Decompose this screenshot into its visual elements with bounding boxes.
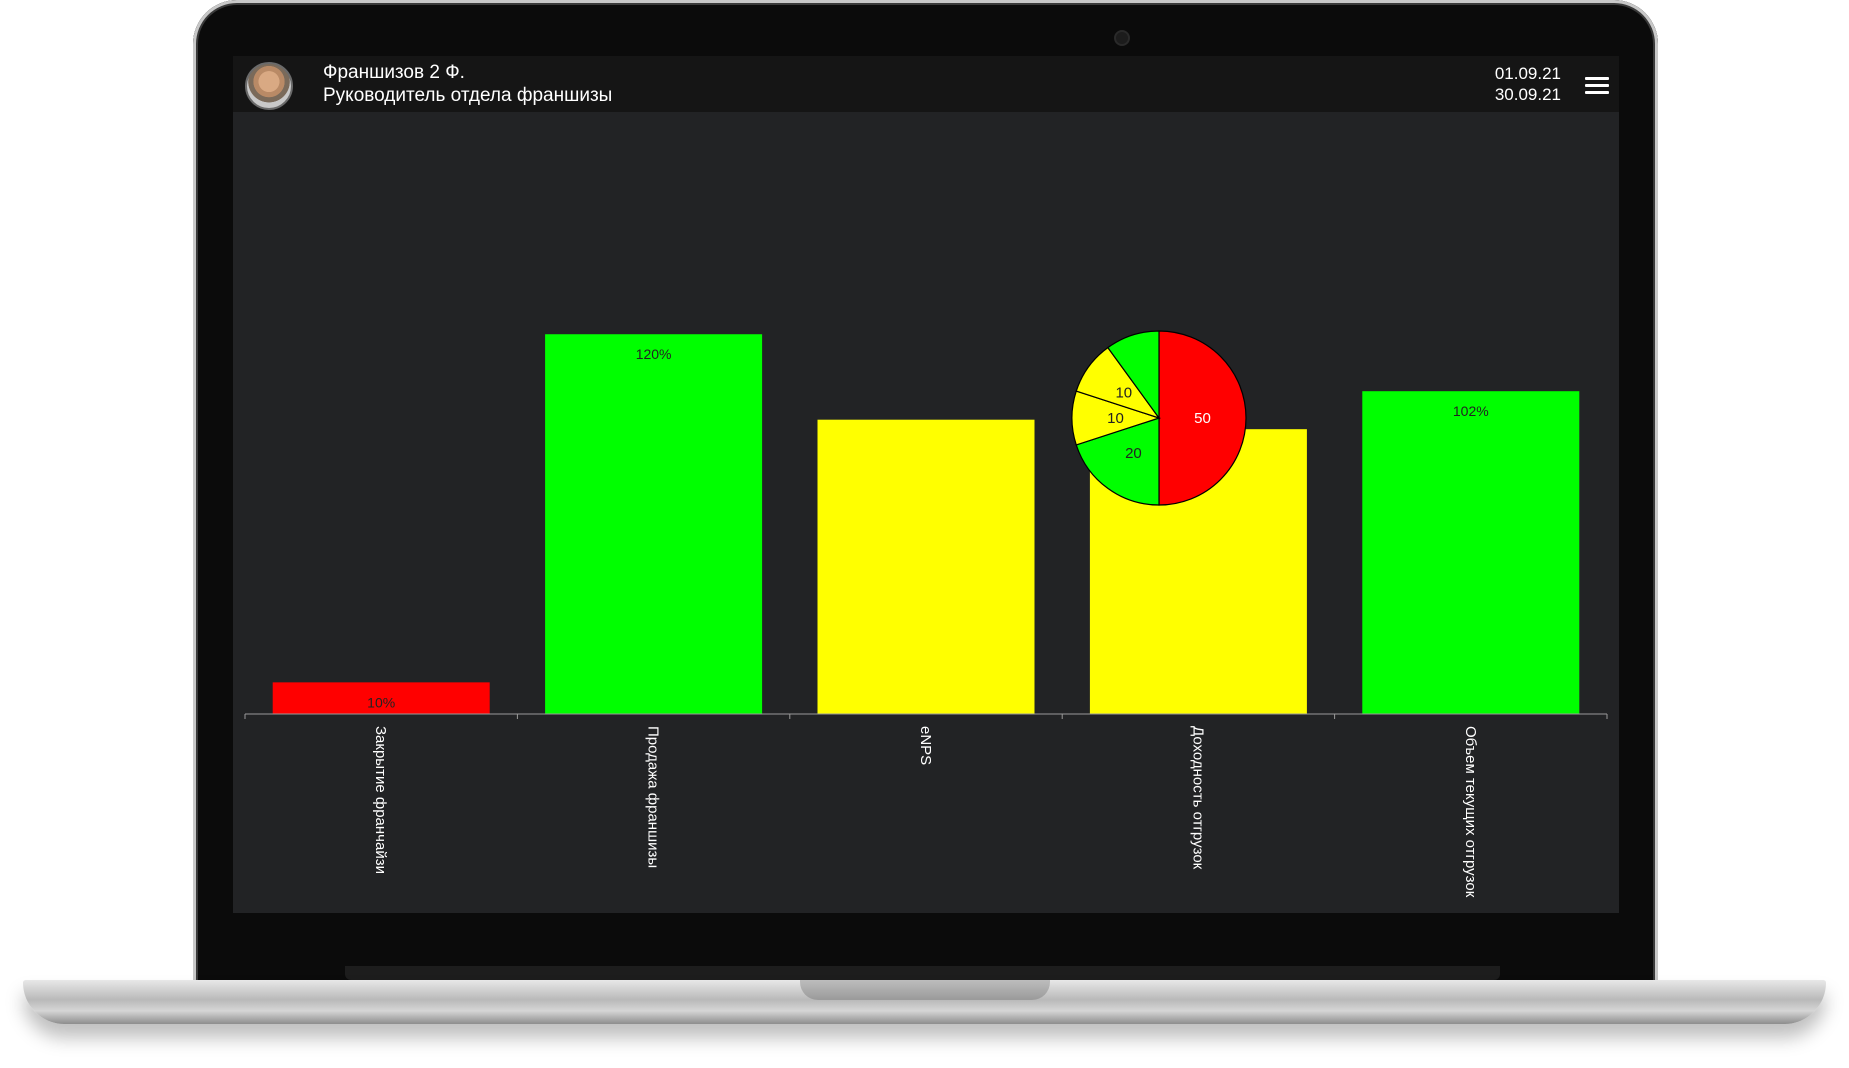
user-role: Руководитель отдела франшизы xyxy=(323,85,613,106)
period-start-date[interactable]: 01.09.21 xyxy=(1494,64,1561,83)
period-end-date[interactable]: 30.09.21 xyxy=(1494,85,1561,104)
pie-slice-label: 50 xyxy=(1194,410,1211,427)
bar-2[interactable] xyxy=(817,419,1035,714)
pie-slice-label: 10 xyxy=(1107,410,1124,427)
bar-value-label: 102% xyxy=(1453,403,1489,419)
pie-slice-label: 10 xyxy=(1115,384,1132,401)
x-tick-label: Закрытие франчайзи xyxy=(372,726,389,874)
pie-slice-4[interactable] xyxy=(1107,330,1160,420)
bar-value-label: 10% xyxy=(367,694,395,710)
hamburger-menu-icon[interactable] xyxy=(1585,77,1609,94)
user-name: Франшизов 2 Ф. xyxy=(323,62,465,83)
laptop-hinge xyxy=(345,966,1500,980)
camera-icon xyxy=(1114,30,1130,46)
pie-slice-0[interactable] xyxy=(1158,330,1247,506)
x-tick-label: Объем текущих отгрузок xyxy=(1462,726,1479,898)
top-bar: Франшизов 2 Ф. Руководитель отдела франш… xyxy=(233,56,1619,112)
bar-0[interactable] xyxy=(272,682,490,714)
bar-4[interactable] xyxy=(1362,391,1580,714)
bar-1[interactable] xyxy=(545,334,763,714)
x-tick-label: eNPS xyxy=(917,726,934,765)
laptop-notch xyxy=(800,980,1050,1000)
bar-value-label: 120% xyxy=(636,346,672,362)
x-tick-label: Доходность отгрузок xyxy=(1189,726,1206,870)
x-tick-label: Продажа франшизы xyxy=(645,726,662,868)
pie-slice-1[interactable] xyxy=(1075,417,1160,506)
user-avatar[interactable] xyxy=(245,62,293,110)
kpi-bar-chart: 10%120%90%102%Закрытие франчайзиПродажа … xyxy=(244,330,1608,898)
pie-slice-label: 20 xyxy=(1125,445,1142,462)
app-screen: Франшизов 2 Ф. Руководитель отдела франш… xyxy=(233,56,1619,913)
